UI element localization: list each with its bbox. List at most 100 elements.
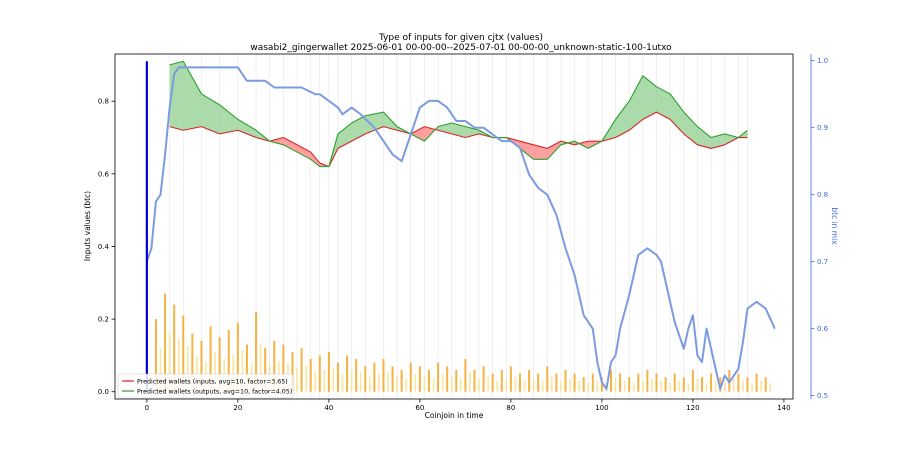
input-bar-light-0 — [159, 348, 162, 392]
input-bar-8 — [227, 330, 230, 392]
x-tick-label-7: 140 — [777, 404, 790, 412]
input-bar-light-40 — [523, 380, 526, 392]
input-bar-43 — [546, 366, 549, 392]
fill-segment-25 — [519, 141, 534, 160]
x-tick-label-0: 0 — [145, 404, 149, 412]
input-bar-11 — [255, 311, 258, 392]
input-bar-light-43 — [551, 376, 553, 392]
input-bar-light-65 — [751, 383, 753, 392]
y-tick-label-1: 0.2 — [98, 316, 109, 324]
input-bar-light-62 — [723, 383, 726, 392]
input-bar-33 — [455, 369, 458, 392]
input-bar-45 — [564, 369, 567, 392]
input-bar-49 — [600, 377, 603, 392]
fill-segment-4 — [237, 119, 257, 138]
y2-tick-label-3: 0.8 — [817, 191, 828, 199]
input-bar-19 — [327, 351, 330, 392]
input-bar-2 — [173, 304, 176, 392]
input-bar-60 — [700, 377, 703, 392]
input-bar-light-9 — [241, 350, 244, 392]
fill-segment-27 — [547, 141, 561, 160]
fill-segment-8 — [297, 144, 311, 160]
input-bar-light-38 — [505, 378, 508, 392]
input-bar-light-41 — [532, 378, 535, 392]
input-bar-34 — [464, 359, 467, 392]
input-bar-16 — [300, 348, 303, 392]
input-bar-light-63 — [733, 378, 735, 392]
input-bar-42 — [537, 373, 540, 392]
legend-box — [117, 373, 294, 399]
input-bar-light-24 — [378, 374, 380, 392]
input-bar-10 — [245, 344, 248, 392]
input-bar-57 — [673, 373, 676, 392]
input-bar-light-36 — [487, 376, 489, 392]
input-bar-26 — [391, 366, 394, 392]
input-bar-light-58 — [687, 383, 690, 392]
input-bar-light-42 — [541, 380, 544, 392]
input-bar-light-20 — [341, 374, 344, 392]
input-bar-light-30 — [432, 378, 435, 392]
y2-axis-ticks: 0.5 0.6 0.7 0.8 0.9 1.0 — [810, 54, 829, 400]
fill-segment-20 — [451, 123, 466, 138]
input-bar-23 — [364, 366, 367, 392]
y2-tick-label-4: 0.9 — [817, 124, 828, 132]
y2-tick-label-0: 0.5 — [817, 392, 828, 400]
input-bar-61 — [710, 373, 713, 392]
input-bar-light-53 — [642, 380, 644, 392]
x-tick-label-4: 80 — [506, 404, 515, 412]
input-bar-light-54 — [651, 378, 653, 392]
y2-tick-label-2: 0.7 — [817, 258, 828, 266]
input-bar-31 — [437, 362, 440, 392]
x-tick-label-6: 120 — [686, 404, 699, 412]
input-bar-36 — [482, 366, 485, 392]
fill-segment-12 — [337, 123, 352, 149]
legend-label-inputs: Predicted wallets (inputs, avg=10, facto… — [137, 379, 288, 386]
series-line-inputs — [169, 111, 748, 168]
y-tick-label-4: 0.8 — [98, 98, 109, 106]
x-axis-label: Coinjoin in time — [425, 411, 484, 420]
input-bar-light-26 — [396, 376, 398, 392]
input-bar-20 — [336, 362, 339, 392]
input-bar-47 — [582, 377, 585, 392]
fill-segment-39 — [711, 133, 725, 149]
input-bar-6 — [209, 326, 212, 392]
x-axis-ticks: 0 20 40 60 80 100 120 140 — [145, 399, 791, 412]
x-tick-label-3: 60 — [415, 404, 424, 412]
input-bar-37 — [491, 373, 494, 392]
x-gridlines — [169, 54, 748, 399]
input-bar-56 — [664, 377, 667, 392]
input-bar-light-15 — [296, 367, 298, 392]
series-line-btc-in-mix — [145, 66, 776, 390]
input-bar-light-2 — [177, 339, 180, 392]
input-bar-light-48 — [596, 380, 599, 392]
input-bar-light-32 — [450, 376, 453, 392]
input-bar-55 — [655, 373, 658, 392]
input-bar-25 — [382, 359, 385, 392]
fill-segment-1 — [183, 61, 202, 131]
input-bar-66 — [755, 373, 758, 392]
input-bar-48 — [591, 373, 594, 392]
fill-segment-6 — [269, 137, 284, 145]
input-bar-27 — [400, 369, 403, 392]
y2-tick-label-1: 0.6 — [817, 325, 829, 333]
input-bar-52 — [628, 377, 631, 392]
input-bar-40 — [518, 373, 521, 392]
input-bar-light-16 — [305, 365, 307, 392]
input-bar-light-22 — [359, 372, 362, 392]
x-tick-label-2: 40 — [324, 404, 333, 412]
fill-segment-32 — [615, 101, 630, 138]
input-bar-41 — [528, 369, 531, 392]
input-bar-light-27 — [405, 378, 408, 392]
y-axis-label: Inputs values (btc) — [83, 191, 92, 261]
plot-frame — [114, 53, 794, 400]
chart-subtitle: wasabi2_gingerwallet 2025-06-01 00-00-00… — [250, 43, 672, 53]
input-bar-light-52 — [632, 383, 635, 392]
input-bar-light-45 — [569, 378, 571, 392]
input-bar-light-64 — [742, 380, 744, 392]
input-bar-light-11 — [259, 343, 262, 392]
input-bar-38 — [500, 369, 503, 392]
input-bar-13 — [273, 340, 276, 392]
input-bar-28 — [409, 362, 412, 392]
input-bar-light-25 — [387, 372, 389, 392]
